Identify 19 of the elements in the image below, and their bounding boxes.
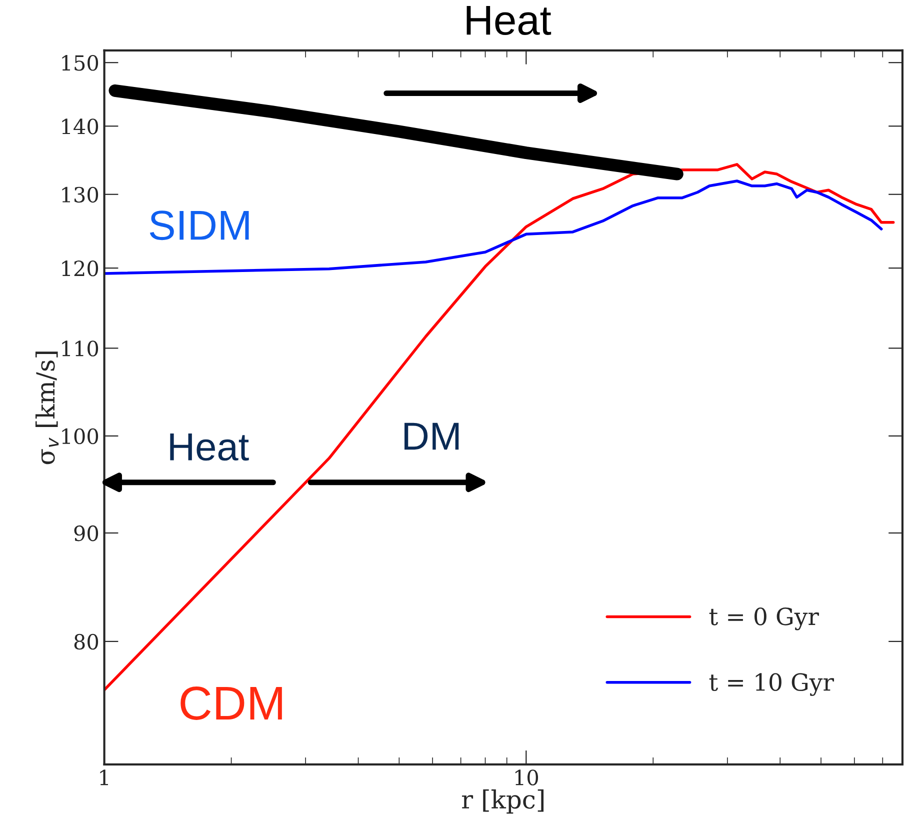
annotation: DM bbox=[404, 422, 459, 450]
annotation: Heat bbox=[170, 434, 249, 461]
y-tick-label: 130 bbox=[62, 186, 98, 203]
x-tick-label: 10 bbox=[515, 770, 538, 786]
y-tick-label: 120 bbox=[62, 260, 98, 276]
x-axis-title: r [kpc] bbox=[462, 789, 544, 814]
y-tick-label: 140 bbox=[62, 118, 98, 134]
y-tick-label: 90 bbox=[74, 525, 98, 542]
y-tick-label: 150 bbox=[62, 55, 98, 71]
y-tick-label: 110 bbox=[62, 340, 98, 356]
y-tick-label: 100 bbox=[62, 428, 98, 444]
text: Heat bbox=[466, 6, 552, 36]
legend-label: t = 0 Gyr bbox=[709, 607, 819, 630]
annotation: CDM bbox=[180, 686, 282, 720]
y-tick-label: 80 bbox=[74, 634, 98, 650]
annotation: SIDM bbox=[150, 210, 249, 240]
x-tick-label: 1 bbox=[100, 770, 108, 786]
legend-label: t = 10 Gyr bbox=[709, 673, 834, 696]
y-axis-title: σ$_{v}$ [km/s] bbox=[35, 352, 59, 464]
